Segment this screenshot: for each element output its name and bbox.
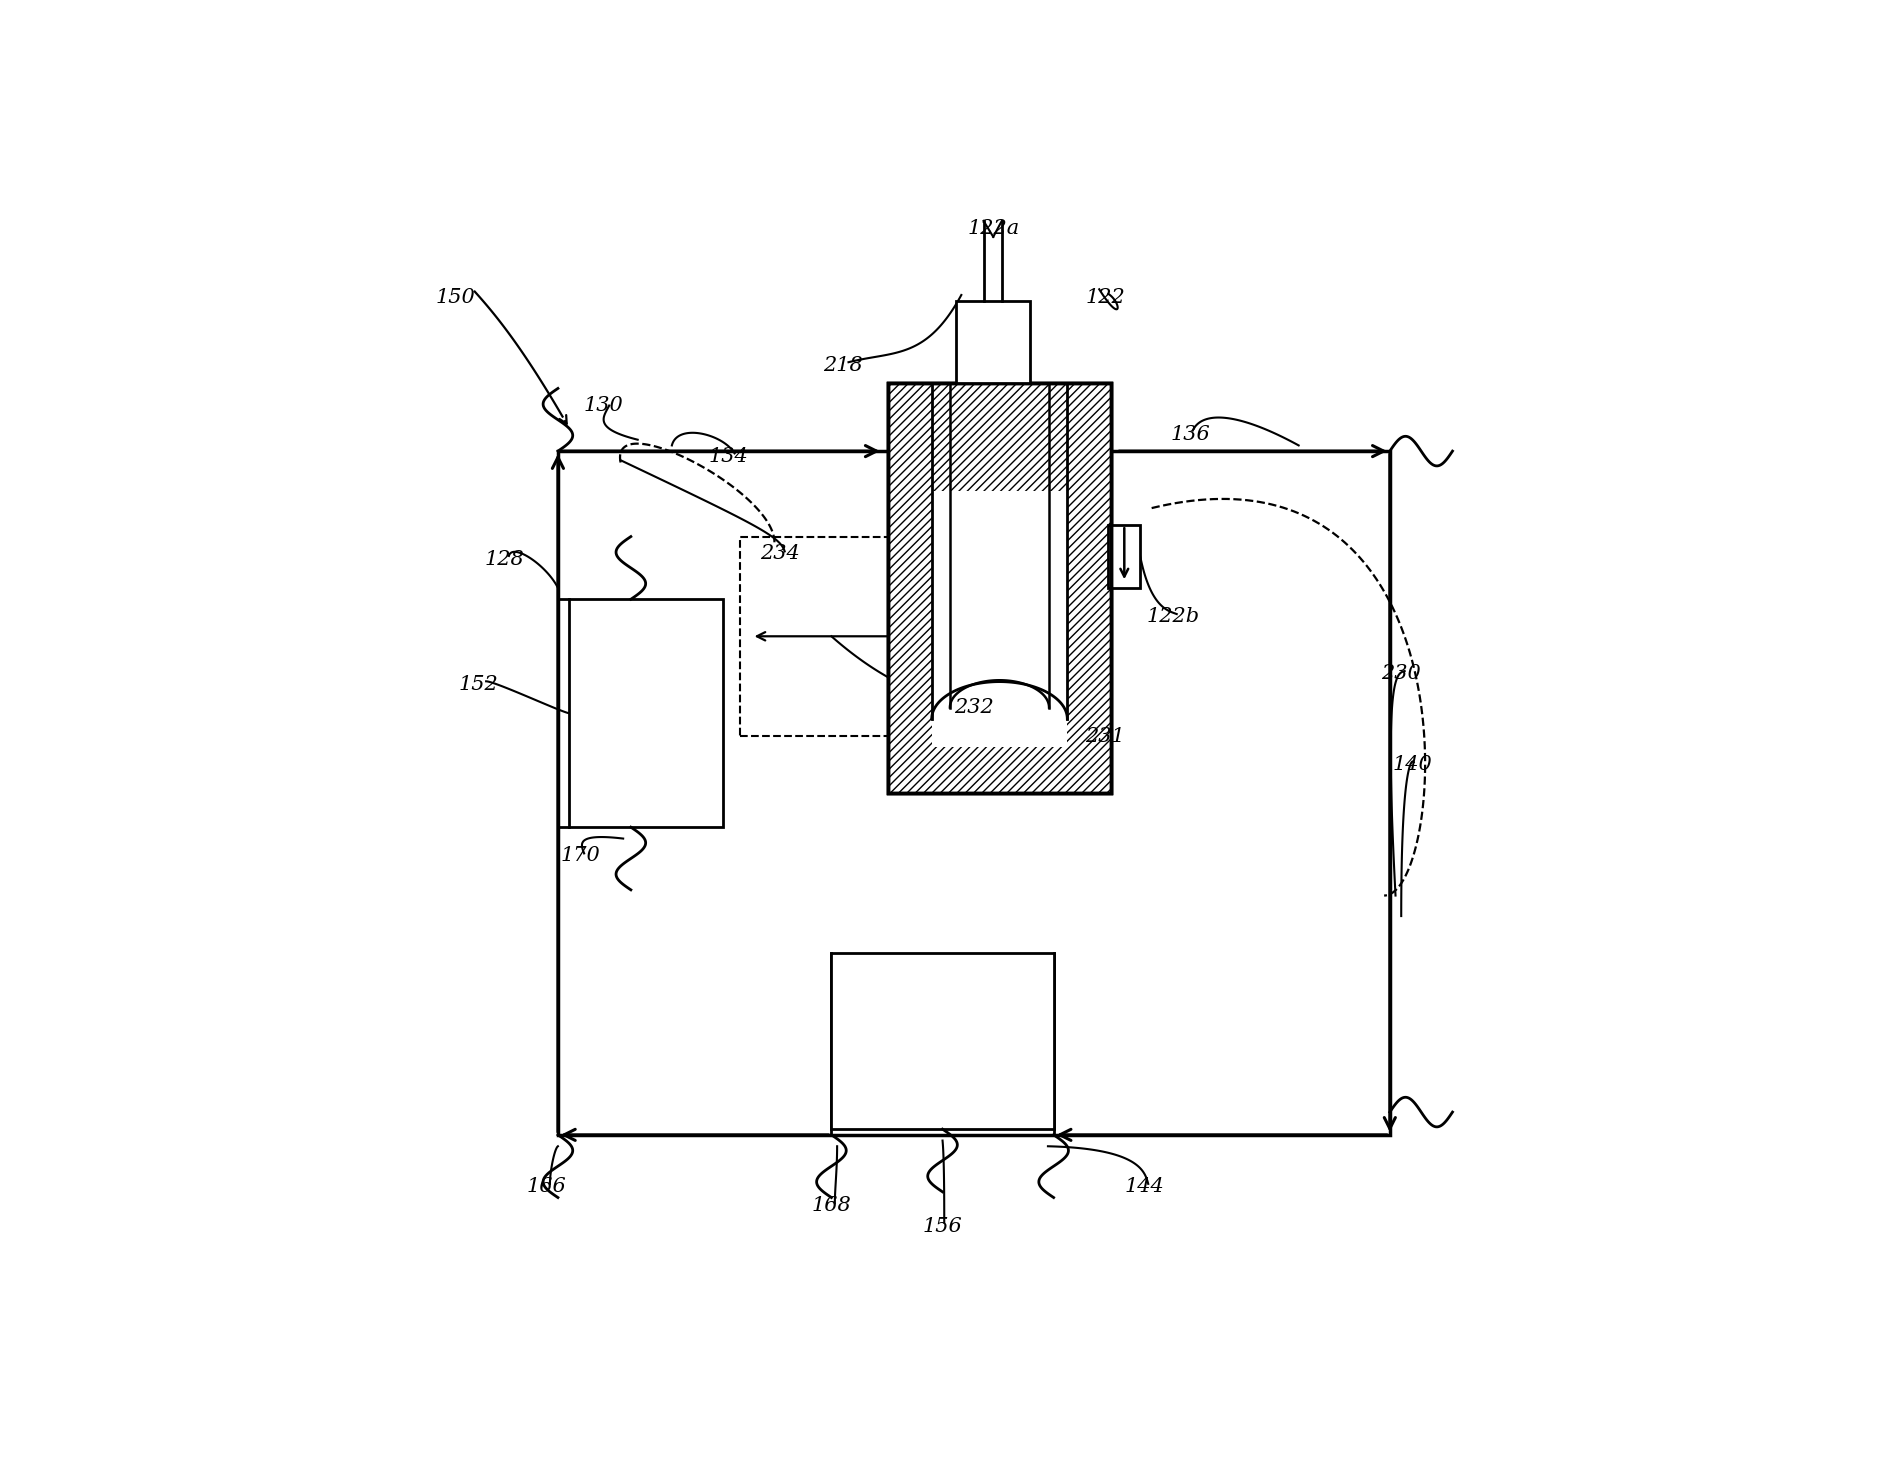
Bar <box>888 383 1110 793</box>
Text: 231: 231 <box>1085 727 1125 746</box>
Bar <box>888 383 931 793</box>
Text: 156: 156 <box>922 1217 962 1236</box>
Text: 140: 140 <box>1393 755 1433 774</box>
Bar <box>888 383 1110 491</box>
Text: 234: 234 <box>761 545 800 564</box>
Text: 150: 150 <box>436 287 475 306</box>
Text: 232: 232 <box>954 699 993 716</box>
Text: 168: 168 <box>811 1196 851 1215</box>
Text: 166: 166 <box>526 1177 567 1196</box>
Bar <box>569 599 723 827</box>
Bar <box>1108 525 1140 588</box>
Bar <box>1067 383 1110 793</box>
Text: 144: 144 <box>1125 1177 1164 1196</box>
Text: 122a: 122a <box>967 219 1020 238</box>
Text: 218: 218 <box>823 357 862 374</box>
Bar <box>832 953 1054 1129</box>
Text: 136: 136 <box>1170 425 1209 444</box>
Bar <box>888 383 1110 793</box>
Bar <box>888 747 1110 793</box>
Text: 128: 128 <box>485 551 524 568</box>
Text: 230: 230 <box>1382 665 1422 682</box>
Bar <box>956 300 1029 383</box>
Text: 152: 152 <box>458 675 498 694</box>
Text: 122b: 122b <box>1147 607 1200 626</box>
Text: 122: 122 <box>1085 287 1125 306</box>
Bar <box>740 537 1042 736</box>
Bar <box>558 451 1390 1135</box>
Bar <box>931 491 1067 793</box>
Text: 130: 130 <box>584 397 623 414</box>
Text: 170: 170 <box>562 847 601 866</box>
Text: 134: 134 <box>710 447 749 466</box>
Bar <box>888 383 1110 793</box>
